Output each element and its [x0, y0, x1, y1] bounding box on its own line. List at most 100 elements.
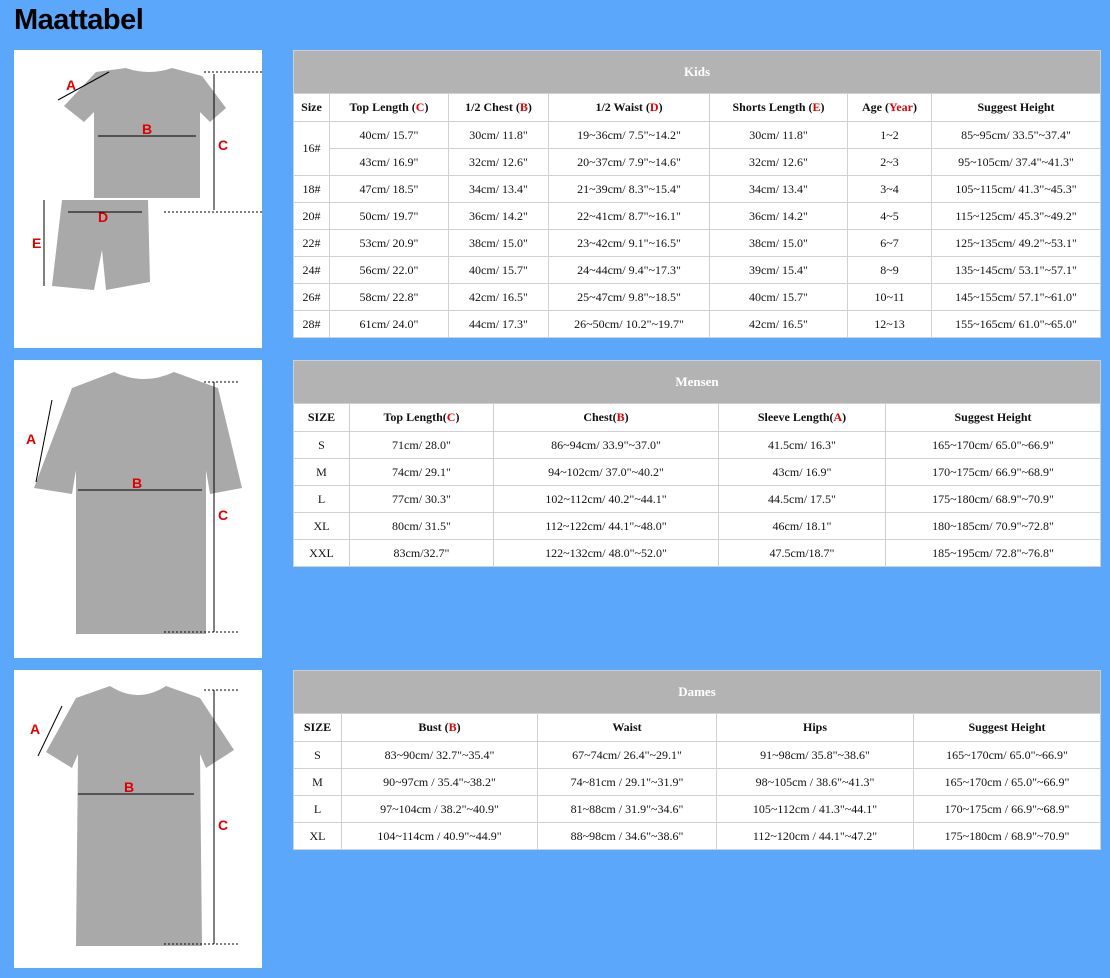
table-row: XL 80cm/ 31.5" 112~122cm/ 44.1"~48.0" 46cm/…: [293, 512, 1102, 540]
column-header: Age (Year): [847, 93, 932, 122]
table-cell: 165~170cm / 65.0"~66.9": [913, 768, 1101, 796]
table-cell: 71cm/ 28.0": [349, 431, 494, 459]
header-text-end: ): [658, 100, 663, 114]
column-header: 1/2 Waist (D): [548, 93, 710, 122]
table-cell: 32cm/ 12.6": [448, 148, 549, 176]
header-text: 1/2 Chest (: [465, 100, 520, 114]
size-cell: XXL: [293, 539, 350, 567]
table-cell: 40cm/ 15.7": [448, 256, 549, 284]
header-row: Size Top Length (C) 1/2 Chest (B) 1/2 Waist…: [293, 93, 1102, 122]
table-caption: Kids: [292, 50, 1102, 94]
table-row: 16# 40cm/ 15.7" 30cm/ 11.8" 19~36cm/ 7.5"~1…: [293, 121, 1102, 176]
column-header: Top Length(C): [349, 403, 494, 432]
table-cell: 19~36cm/ 7.5"~14.2": [548, 121, 710, 149]
column-header: Suggest Height: [884, 403, 1102, 432]
header-measure-letter: Year: [889, 100, 913, 114]
table-cell: 47cm/ 18.5": [329, 175, 449, 203]
table-cell: 165~170cm/ 65.0"~66.9": [884, 431, 1102, 459]
table-cell: 88~98cm / 34.6"~38.6": [537, 822, 717, 850]
size-cell: L: [293, 485, 350, 513]
table-row: L 77cm/ 30.3" 102~112cm/ 40.2"~44.1" 44.5cm…: [293, 485, 1102, 513]
size-cell: 22#: [293, 229, 330, 257]
size-cell: L: [293, 795, 342, 823]
header-measure-letter: B: [616, 410, 625, 424]
table-cell: 61cm/ 24.0": [329, 310, 449, 338]
header-measure-letter: C: [415, 100, 425, 114]
table-cell: 56cm/ 22.0": [329, 256, 449, 284]
table-cell: 2~3: [847, 148, 932, 176]
header-text: Waist: [612, 720, 642, 734]
size-cell: M: [293, 768, 342, 796]
header-text: Suggest Height: [968, 720, 1046, 734]
women-size-table: Dames SIZE Bust (B) Waist Hips Suggest Height…: [293, 670, 1101, 850]
label-c: C: [218, 137, 228, 153]
header-text: Age (: [862, 100, 889, 114]
label-e: E: [32, 235, 41, 251]
table-cell: 105~115cm/ 41.3"~45.3": [930, 175, 1102, 203]
header-measure-letter: E: [812, 100, 821, 114]
size-cell: M: [293, 458, 350, 486]
size-cell: S: [293, 741, 342, 769]
table-cell: 74cm/ 29.1": [349, 458, 494, 486]
header-text-end: ): [456, 720, 461, 734]
table-cell: 58cm/ 22.8": [329, 283, 449, 311]
table-cell: 6~7: [847, 229, 932, 257]
column-header: Size: [293, 93, 330, 122]
label-a: A: [30, 721, 40, 737]
table-cell: 135~145cm/ 53.1"~57.1": [930, 256, 1102, 284]
label-c: C: [218, 817, 228, 833]
table-cell: 74~81cm / 29.1"~31.9": [537, 768, 717, 796]
table-cell: 85~95cm/ 33.5"~37.4": [930, 121, 1102, 149]
table-cell: 46cm/ 18.1": [718, 512, 886, 540]
table-cell: 180~185cm/ 70.9"~72.8": [884, 512, 1102, 540]
table-cell: 170~175cm/ 66.9"~68.9": [884, 458, 1102, 486]
label-d: D: [98, 209, 108, 225]
table-caption: Mensen: [292, 360, 1102, 404]
size-cell: 16#: [293, 121, 330, 176]
table-cell: 1~2: [847, 121, 932, 149]
label-c: C: [218, 507, 228, 523]
size-cell: 26#: [293, 283, 330, 311]
table-cell: 80cm/ 31.5": [349, 512, 494, 540]
table-cell: 40cm/ 15.7": [709, 283, 848, 311]
table-cell: 36cm/ 14.2": [709, 202, 848, 230]
header-text: Suggest Height: [977, 100, 1055, 114]
column-header: Suggest Height: [930, 93, 1102, 122]
table-cell: 42cm/ 16.5": [709, 310, 848, 338]
table-cell: 102~112cm/ 40.2"~44.1": [493, 485, 719, 513]
column-header: Shorts Length (E): [709, 93, 848, 122]
table-cell: 165~170cm/ 65.0"~66.9": [913, 741, 1101, 769]
table-row: 18# 47cm/ 18.5" 34cm/ 13.4" 21~39cm/ 8.3"~1…: [293, 175, 1102, 203]
label-a: A: [66, 77, 76, 93]
header-text: Bust (: [418, 720, 449, 734]
table-cell: 20~37cm/ 7.9"~14.6": [548, 148, 710, 176]
header-text-end: ): [527, 100, 532, 114]
table-row: S 83~90cm/ 32.7"~35.4" 67~74cm/ 26.4"~29.1…: [293, 741, 1101, 769]
table-cell: 91~98cm/ 35.8"~38.6": [716, 741, 914, 769]
column-header: Bust (B): [341, 713, 538, 742]
table-cell: 10~11: [847, 283, 932, 311]
size-cell: S: [293, 431, 350, 459]
table-cell: 4~5: [847, 202, 932, 230]
women-shirt-diagram: A B C: [14, 670, 262, 968]
table-cell: 32cm/ 12.6": [709, 148, 848, 176]
table-cell: 40cm/ 15.7": [329, 121, 449, 149]
table-cell: 43cm/ 16.9": [718, 458, 886, 486]
table-cell: 22~41cm/ 8.7"~16.1": [548, 202, 710, 230]
column-header: Chest(B): [493, 403, 719, 432]
header-measure-letter: D: [649, 100, 659, 114]
header-text: SIZE: [303, 720, 332, 734]
table-cell: 90~97cm / 35.4"~38.2": [341, 768, 538, 796]
table-cell: 175~180cm/ 68.9"~70.9": [884, 485, 1102, 513]
header-text-end: ): [842, 410, 847, 424]
kids-kit-diagram: A B C D E: [14, 50, 262, 348]
header-measure-letter: B: [448, 720, 457, 734]
table-cell: 112~122cm/ 44.1"~48.0": [493, 512, 719, 540]
table-row: M 74cm/ 29.1" 94~102cm/ 37.0"~40.2" 43cm/ 1…: [293, 458, 1102, 486]
table-cell: 105~112cm / 41.3"~44.1": [716, 795, 914, 823]
label-b: B: [124, 779, 134, 795]
table-cell: 145~155cm/ 57.1"~61.0": [930, 283, 1102, 311]
header-text: 1/2 Waist (: [595, 100, 650, 114]
table-row: 24# 56cm/ 22.0" 40cm/ 15.7" 24~44cm/ 9.4"~1…: [293, 256, 1102, 284]
table-cell: 175~180cm / 68.9"~70.9": [913, 822, 1101, 850]
